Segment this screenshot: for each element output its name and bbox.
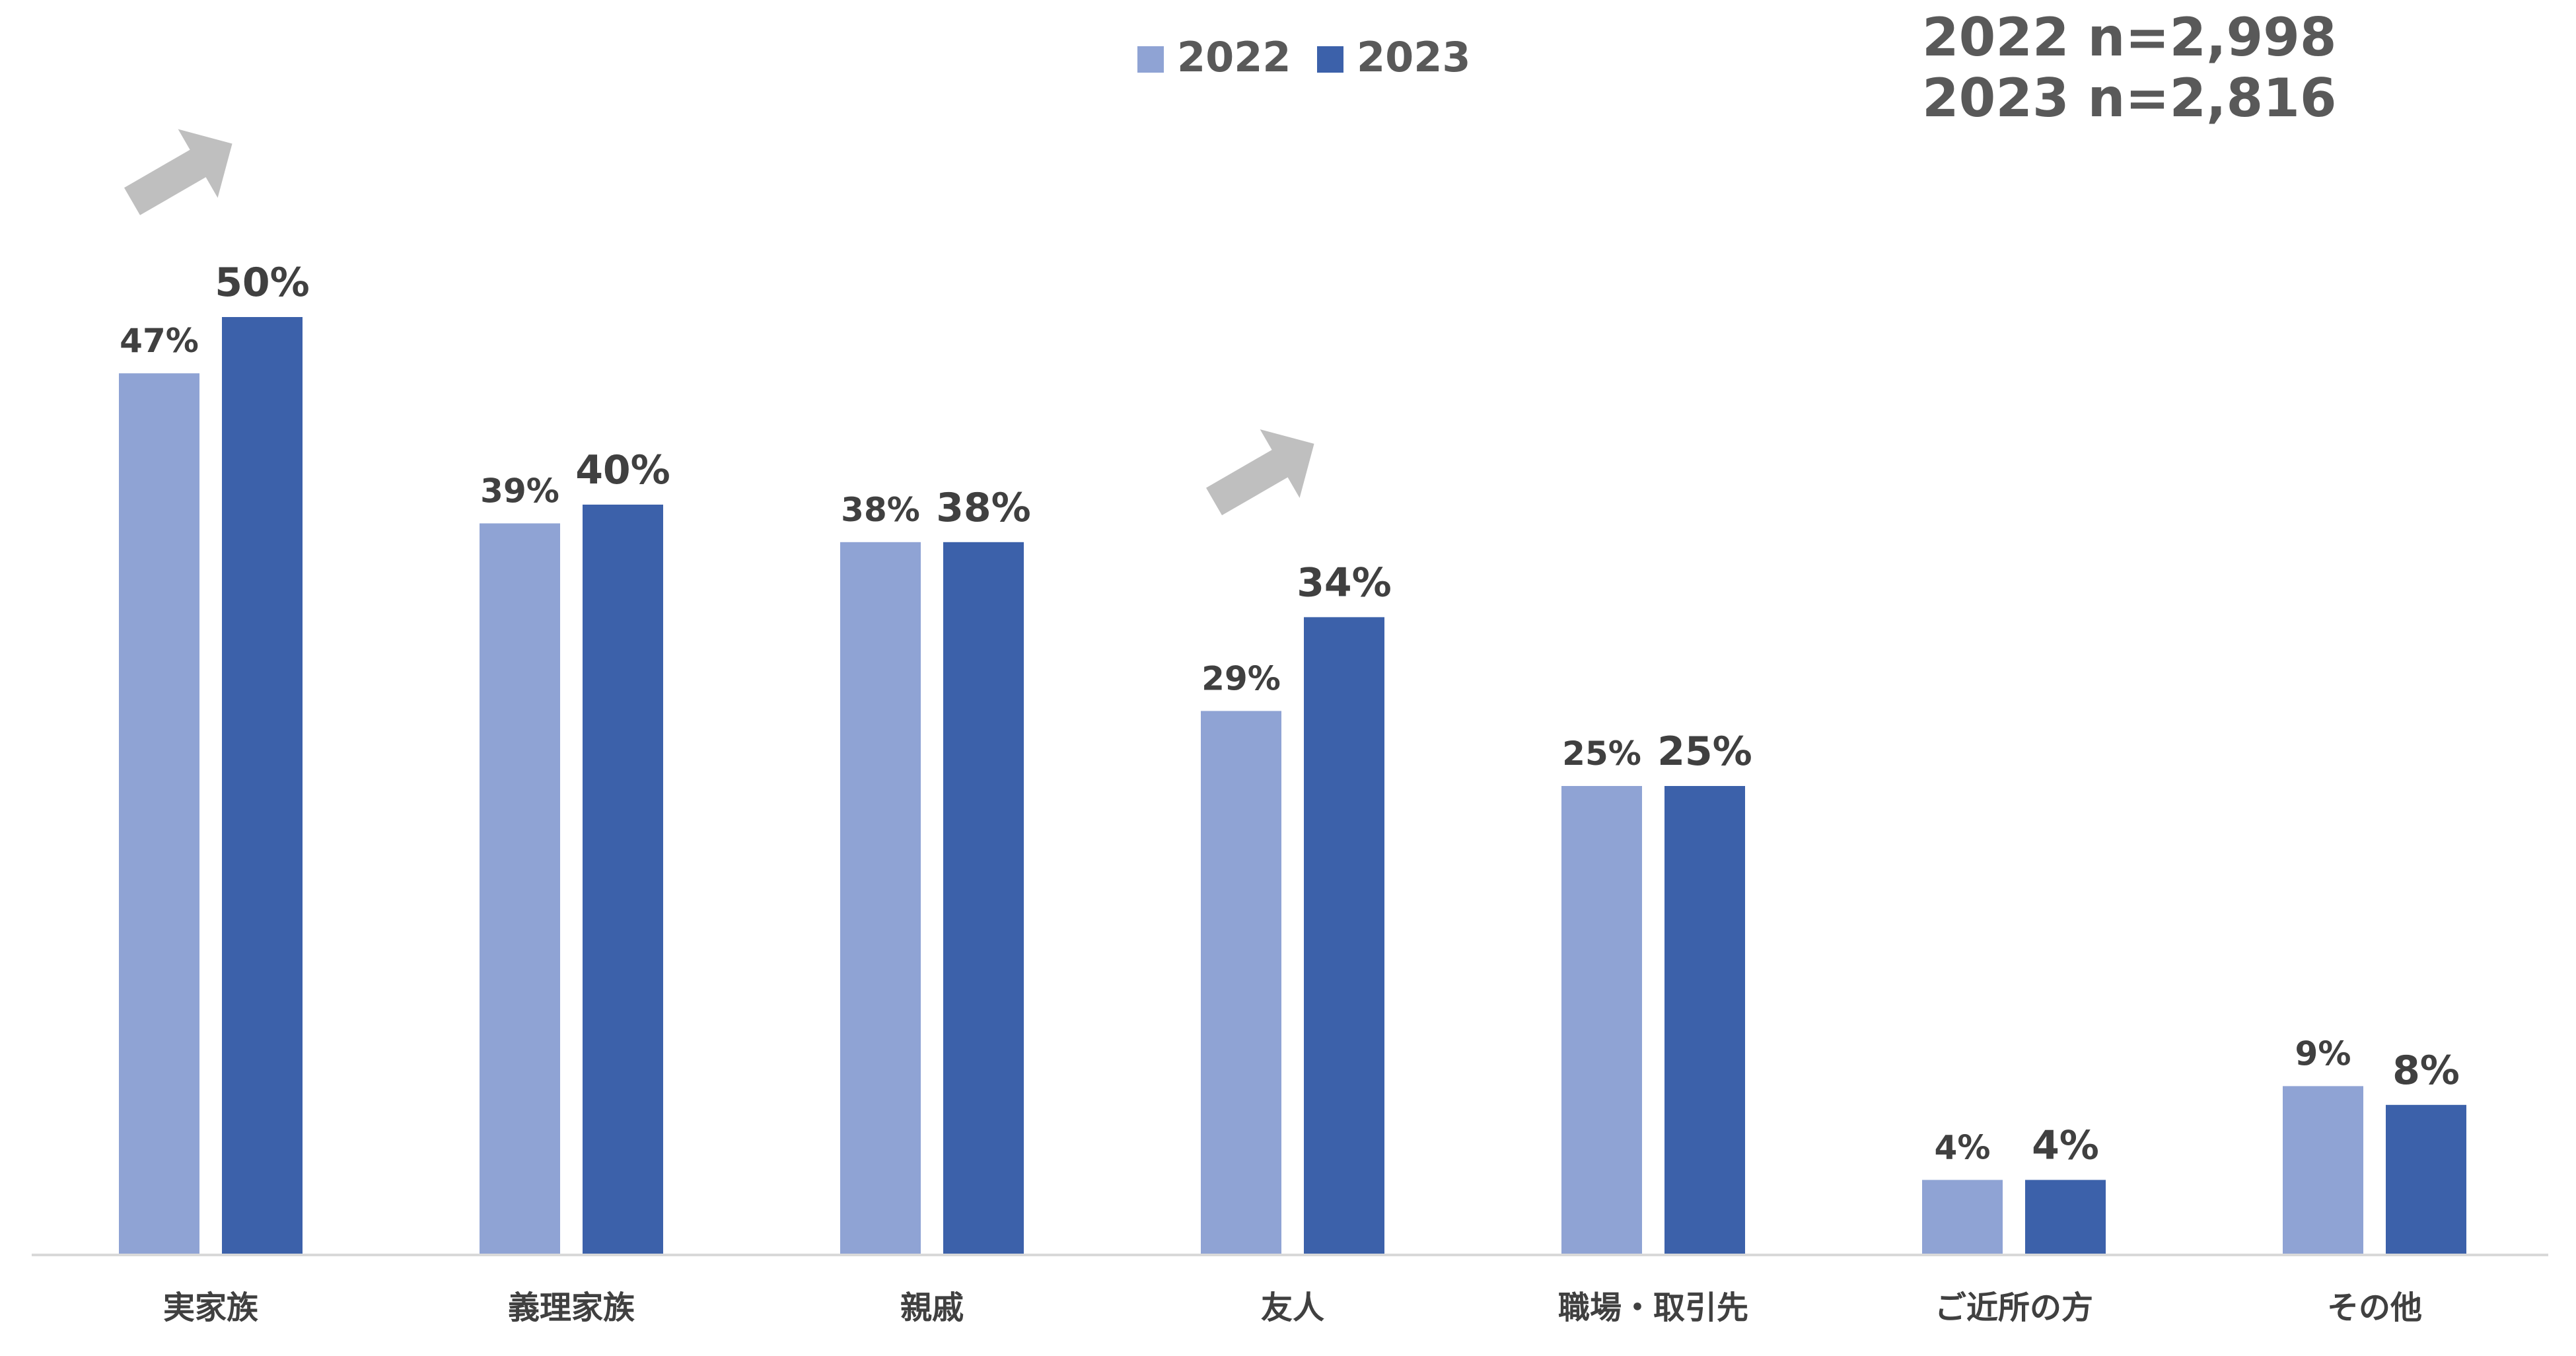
legend-swatch-2023 [1317,46,1343,73]
bar-2023-0 [222,317,303,1255]
bar-2022-2 [840,542,921,1255]
data-label-2023-6: 8% [2392,1048,2460,1094]
data-label-2023-3: 34% [1297,559,1392,606]
bar-2022-3 [1201,711,1281,1255]
category-label-4: 職場・取引先 [1558,1289,1748,1326]
legend-label-2022: 2022 [1177,33,1291,81]
bar-2022-6 [2283,1086,2363,1255]
data-label-2023-2: 38% [936,485,1031,531]
bar-2022-4 [1561,786,1642,1255]
data-label-2022-1: 39% [480,472,559,510]
bar-2023-4 [1664,786,1745,1255]
bar-2023-3 [1304,617,1384,1255]
category-label-6: その他 [2327,1289,2422,1326]
bar-2022-1 [480,523,560,1255]
sample-size-2023: 2023 n=2,816 [1922,67,2337,129]
data-label-2022-4: 25% [1562,734,1641,773]
category-label-1: 義理家族 [508,1289,635,1326]
bar-2023-6 [2386,1104,2466,1255]
data-label-2022-0: 47% [120,322,199,360]
bar-2023-5 [2025,1180,2106,1255]
trend-arrows [124,129,1314,516]
data-label-2022-2: 38% [841,491,920,529]
category-label-0: 実家族 [163,1289,258,1326]
category-label-5: ご近所の方 [1935,1289,2093,1326]
data-label-2023-4: 25% [1657,729,1752,775]
bar-2023-2 [943,542,1024,1255]
legend-swatch-2022 [1137,46,1164,73]
data-label-2022-6: 9% [2295,1034,2351,1073]
data-label-2022-5: 4% [1935,1128,1991,1166]
data-label-2023-5: 4% [2032,1122,2099,1168]
value-labels: 47% 50% 39% 40% 38% 38% 29% 34% 25% 25% 4% 4% 9% 8% [120,260,2460,1168]
data-label-2023-0: 50% [215,260,310,306]
trend-arrow-0 [124,129,233,215]
trend-arrow-3 [1206,429,1314,516]
sample-size-note: 2022 n=2,998 2023 n=2,816 [1922,7,2337,129]
data-label-2022-3: 29% [1201,659,1281,697]
category-label-2: 親戚 [900,1289,964,1326]
data-label-2023-1: 40% [575,447,670,493]
sample-size-2022: 2022 n=2,998 [1922,7,2337,68]
bar-2022-5 [1922,1180,2003,1255]
bars [119,317,2466,1256]
legend: 2022 2023 [1137,33,1471,81]
bar-2022-0 [119,373,199,1256]
legend-label-2023: 2023 [1357,33,1471,81]
category-labels: 実家族 義理家族 親戚 友人 職場・取引先 ご近所の方 その他 [163,1289,2422,1326]
category-label-3: 友人 [1261,1289,1324,1326]
bar-2023-1 [583,505,663,1255]
